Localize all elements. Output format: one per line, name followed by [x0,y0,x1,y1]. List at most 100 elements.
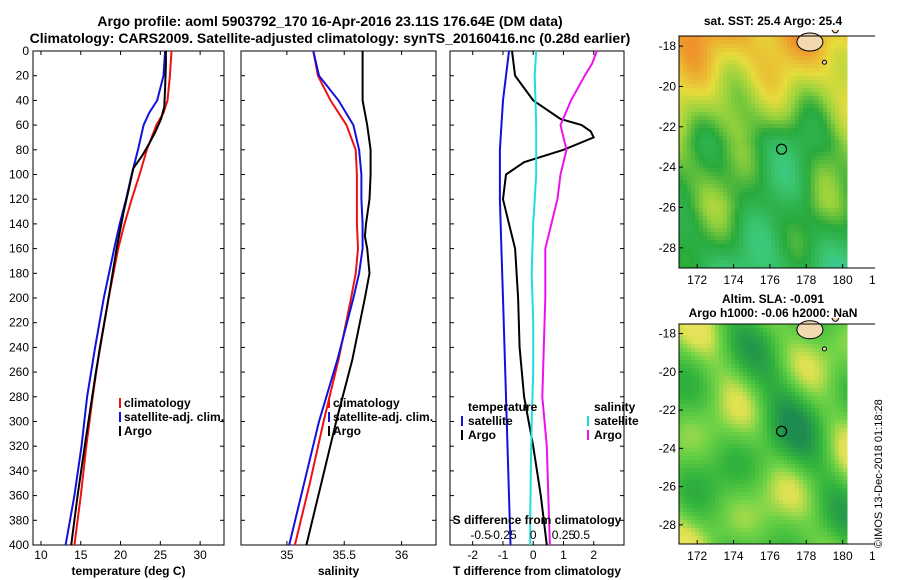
x-axis-label: salinity [318,564,360,578]
series-line-argo [70,51,167,546]
x-tick-label: 178 [796,273,816,287]
heatmap-cells [679,36,848,269]
y-tick-label: -18 [659,39,677,53]
y-tick-label: 320 [9,439,29,453]
legend-label: climatology [124,396,191,410]
x-tick-label: 182 [869,549,875,563]
y-tick-label: 380 [9,513,29,527]
x-tick-label: 182 [869,273,875,287]
y-tick-label: -24 [659,441,677,455]
y-tick-label: -22 [659,403,677,417]
series-line-argo [305,51,372,546]
x-tick-label: 1 [560,548,567,562]
legend-title-salinity: salinity [594,400,636,414]
island [821,346,827,352]
island [831,30,840,34]
x-tick-label: 180 [833,549,853,563]
x-tick-label: 176 [760,549,780,563]
x-tick-label: 174 [724,549,744,563]
map-frame [678,323,875,545]
series-line-climatology [293,50,360,546]
sst-map: 172 174 176 178 180 182 -18 -20 -22 -24 -26 -28 [659,30,875,287]
y-tick-label: -26 [659,200,677,214]
title-line-2: Climatology: CARS2009. Satellite-adjuste… [29,30,631,46]
plot-frame [32,50,225,546]
series-line-temperature-satellite [498,50,512,546]
y-tick-label: 60 [16,118,30,132]
y-tick-label: -24 [659,160,677,174]
legend-label: satellite [468,414,513,428]
x-tick-label: 176 [760,273,780,287]
map-frame [678,35,875,269]
y-tick-label: -22 [659,120,677,134]
y-tick-label: 120 [9,192,29,206]
temperature-panel: 0 20 40 60 80 100 120 140 160 180 200 220 240 260 280 3… [9,44,225,578]
island-shapes [796,30,840,65]
x-tick-label: 15 [74,548,88,562]
difference-panel: -2 -1 0 1 2 T difference from climatology temp… [449,50,639,578]
series-line-satellite-adj-clim- [288,50,364,546]
y-tick-label: 180 [9,266,29,280]
y-tick-label: 360 [9,489,29,503]
y-tick-label: 20 [16,69,30,83]
y-tick-label: 400 [9,538,29,552]
x-tick-label: -1 [498,548,509,562]
x-tick-label: 35 [280,548,294,562]
legend-label: Argo [333,424,361,438]
y-tick-label: -20 [659,79,677,93]
y-tick-label: 240 [9,340,29,354]
legend-label: Argo [594,428,622,442]
y-tick-label: 140 [9,217,29,231]
legend-title-temperature: temperature [468,400,538,414]
top-x-tick-label: -0.25 [489,528,517,542]
y-tick-label: 220 [9,316,29,330]
y-tick-label: 200 [9,291,29,305]
series-line-salinity-satellite [529,50,538,545]
heatmap-cells [679,324,848,545]
x-tick-label: 25 [154,548,168,562]
y-tick-label: 100 [9,168,29,182]
x-axis-label: temperature (deg C) [71,564,185,578]
island [831,318,840,322]
legend-label: Argo [468,428,496,442]
island [821,59,827,65]
series-line-climatology [73,50,173,546]
x-tick-label: 35.5 [333,548,357,562]
x-tick-label: 0 [530,548,537,562]
argo-position-marker [775,143,788,155]
y-tick-label: 300 [9,415,29,429]
x-tick-label: 20 [114,548,128,562]
series-line-salinity-argo [541,50,598,546]
y-tick-label: 340 [9,464,29,478]
legend-label: satellite-adj. clim. [333,410,433,424]
top-x-tick-label: 0.5 [573,528,590,542]
sst-map-title: sat. SST: 25.4 Argo: 25.4 [703,14,843,28]
sla-map-title: Altim. SLA: -0.091 [721,292,825,306]
y-tick-label: -28 [659,518,677,532]
x-tick-label: -2 [467,548,478,562]
x-axis-label: T difference from climatology [453,564,621,578]
x-tick-label: 172 [687,273,707,287]
y-tick-label: -18 [659,327,677,341]
copyright-stamp: ©IMOS 13-Dec-2018 01:18:28 [873,399,885,548]
y-tick-label: 40 [16,93,30,107]
plot-frame [240,50,437,546]
x-tick-label: 178 [796,549,816,563]
argo-position-marker [775,425,788,437]
x-tick-label: 36 [395,548,409,562]
top-x-axis-label: S difference from climatology [453,513,622,527]
y-tick-label: 260 [9,365,29,379]
y-tick-label: 280 [9,390,29,404]
top-x-tick-label: 0 [530,528,537,542]
sla-map: 172 174 176 178 180 182 -18 -20 -22 -24 -26 -28 [659,318,875,563]
island [796,32,824,52]
sla-map-subtitle: Argo h1000: -0.06 h2000: NaN [688,306,858,320]
x-tick-label: 172 [687,549,707,563]
x-tick-label: 30 [193,548,207,562]
x-tick-label: 180 [833,273,853,287]
y-tick-label: -28 [659,241,677,255]
salinity-panel: 35 35.5 36 salinity climatologysatellite-adj… [240,50,437,578]
x-tick-label: 2 [590,548,597,562]
top-x-tick-label: 0.25 [552,528,576,542]
